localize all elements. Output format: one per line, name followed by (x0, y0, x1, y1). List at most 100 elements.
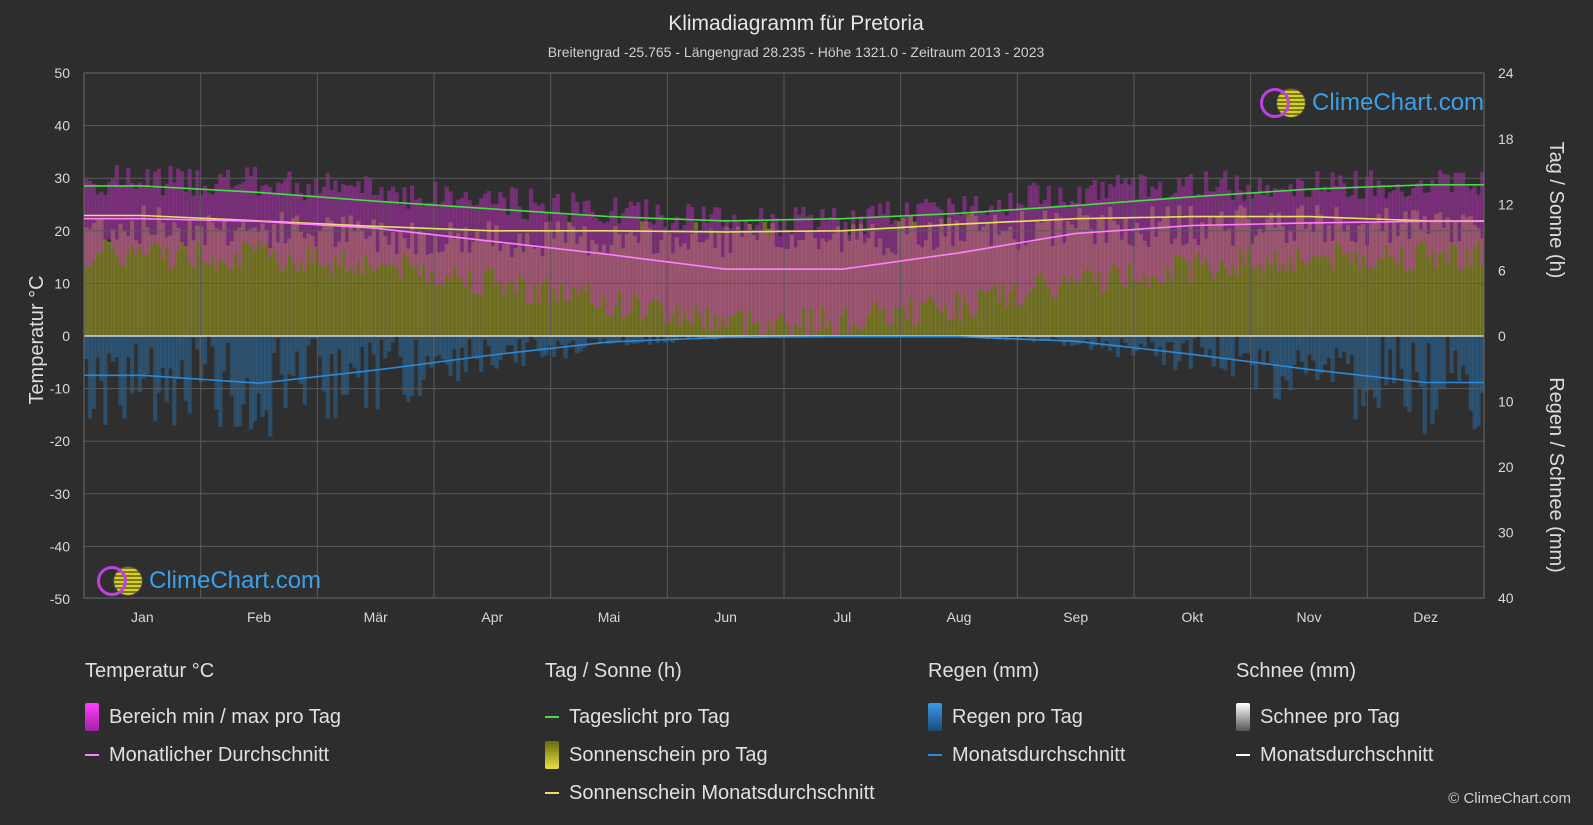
rain-bar (1077, 336, 1082, 345)
temp-range-bar (1449, 192, 1454, 244)
temp-range-bar (333, 180, 338, 258)
sunshine-bar (1273, 227, 1278, 336)
rain-bar (1207, 336, 1213, 350)
sunshine-bar (858, 223, 864, 336)
y-right-top-tick-label: 6 (1498, 262, 1506, 278)
sunshine-bar (252, 227, 258, 336)
temp-range-bar (1123, 178, 1128, 288)
rain-bar (463, 336, 468, 373)
rain-bar (1269, 336, 1274, 364)
sunshine-bar (985, 222, 990, 336)
sunshine-bar (808, 232, 814, 336)
rain-bar (310, 336, 315, 339)
temp-range-bar (436, 207, 442, 285)
rain-bar (1414, 336, 1420, 373)
sunshine-bar (99, 219, 104, 336)
sunshine-bar (110, 229, 116, 336)
sunshine-bar (1200, 222, 1205, 336)
temp-range-bar (567, 223, 572, 302)
temp-range-bar (1445, 174, 1450, 263)
temp-range-bar (920, 202, 925, 303)
temp-range-bar (724, 219, 729, 328)
temp-range-bar (306, 183, 311, 247)
temp-range-bar (1111, 186, 1117, 264)
temp-range-bar (1326, 192, 1331, 259)
temp-range-bar (421, 205, 426, 265)
sunshine-bar (1334, 207, 1339, 336)
temp-range-bar (755, 224, 760, 323)
legend-item: Bereich min / max pro Tag (85, 698, 341, 736)
rain-bar (536, 336, 541, 352)
rain-bar (1257, 336, 1262, 350)
temp-range-bar (99, 191, 104, 252)
sunshine-bar (463, 227, 468, 336)
temp-range-bar (172, 182, 177, 267)
sunshine-bar (448, 222, 453, 336)
y-right-bottom-tick-label: 10 (1498, 394, 1514, 410)
rain-bar (348, 336, 353, 364)
sunshine-bar (640, 221, 645, 336)
x-tick-label: Nov (1297, 609, 1322, 625)
sunshine-bar (1468, 216, 1473, 336)
legend-item: Schnee pro Tag (1236, 698, 1433, 736)
y-left-tick-label: 0 (62, 328, 70, 344)
rain-bar (440, 336, 445, 360)
sunshine-bar (494, 225, 499, 336)
temp-range-bar (1192, 195, 1197, 258)
sunshine-bar (509, 256, 514, 336)
temp-range-bar (176, 168, 181, 251)
sunshine-bar (1449, 242, 1454, 336)
temp-range-bar (678, 229, 683, 326)
sunshine-bar (1019, 211, 1025, 336)
sunshine-bar (736, 226, 741, 336)
sunshine-bar (551, 238, 557, 336)
sunshine-bar (912, 221, 917, 336)
temp-range-bar (1315, 171, 1320, 258)
temp-range-bar (1453, 172, 1458, 247)
temp-range-bar (1349, 195, 1354, 263)
temp-range-bar (145, 169, 150, 255)
rain-bar (494, 336, 499, 369)
rain-bar (298, 336, 304, 384)
sunshine-bar (1414, 210, 1420, 336)
sunshine-bar (812, 238, 818, 336)
sunshine-bar (218, 229, 223, 336)
temp-range-bar (981, 211, 986, 293)
sunshine-bar (739, 237, 745, 336)
temp-range-bar (206, 192, 211, 265)
rain-bar (1430, 336, 1435, 425)
sunshine-bar (340, 216, 346, 336)
temp-range-bar (1073, 203, 1078, 284)
rain-bar (1292, 336, 1297, 365)
temp-range-bar (682, 225, 687, 312)
sunshine-bar (655, 253, 660, 336)
sunshine-bar (1008, 226, 1013, 336)
sunshine-bar (502, 244, 507, 336)
rain-bar (636, 336, 641, 344)
rain-bar (137, 336, 142, 393)
rain-bar (1184, 336, 1190, 341)
temp-range-bar (1296, 178, 1301, 251)
rain-bar (632, 336, 637, 344)
sunshine-bar (1108, 206, 1113, 336)
temp-range-bar (889, 224, 894, 326)
sunshine-bar (1261, 232, 1266, 336)
rain-bar (1054, 336, 1059, 338)
rain-bar (1457, 336, 1462, 382)
temp-range-bar (1054, 204, 1059, 299)
sunshine-bar (394, 254, 399, 336)
x-tick-label: Okt (1181, 609, 1203, 625)
rain-bar (283, 336, 288, 409)
rain-bar (1322, 336, 1328, 365)
temp-range-bar (1188, 174, 1193, 283)
rain-bar (1157, 336, 1163, 348)
chart-subtitle: Breitengrad -25.765 - Längengrad 28.235 … (548, 44, 1045, 60)
temp-range-bar (866, 208, 871, 316)
temp-range-bar (1088, 185, 1094, 272)
sunshine-bar (916, 244, 921, 336)
sunshine-bar (314, 246, 319, 336)
sunshine-bar (440, 251, 445, 336)
rain-bar (467, 336, 472, 340)
temp-range-bar (663, 226, 668, 323)
rain-avg-line (84, 335, 1484, 385)
